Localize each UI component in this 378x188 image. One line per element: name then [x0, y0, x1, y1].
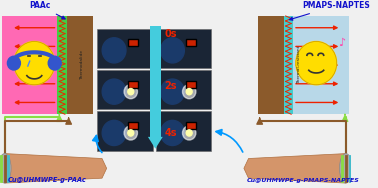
- Polygon shape: [148, 137, 163, 149]
- Polygon shape: [244, 154, 346, 183]
- Text: ♪: ♪: [338, 38, 345, 49]
- Circle shape: [102, 120, 126, 146]
- Polygon shape: [5, 154, 107, 183]
- FancyBboxPatch shape: [57, 16, 67, 114]
- Circle shape: [124, 126, 138, 140]
- Circle shape: [161, 79, 184, 104]
- FancyBboxPatch shape: [156, 111, 211, 151]
- FancyBboxPatch shape: [284, 16, 293, 114]
- Circle shape: [161, 38, 184, 63]
- Ellipse shape: [0, 154, 11, 183]
- FancyBboxPatch shape: [186, 39, 197, 46]
- FancyBboxPatch shape: [150, 26, 161, 137]
- FancyBboxPatch shape: [156, 70, 211, 109]
- FancyBboxPatch shape: [156, 29, 211, 68]
- FancyBboxPatch shape: [67, 16, 93, 114]
- Text: PAAc: PAAc: [30, 1, 65, 19]
- Circle shape: [128, 130, 134, 136]
- FancyBboxPatch shape: [258, 16, 284, 114]
- FancyBboxPatch shape: [2, 16, 93, 114]
- Text: Cu@UHMWPE-g-PAAc: Cu@UHMWPE-g-PAAc: [8, 177, 87, 183]
- Text: Thermal-resistant: Thermal-resistant: [297, 46, 301, 84]
- FancyBboxPatch shape: [128, 39, 138, 46]
- Circle shape: [48, 56, 61, 70]
- FancyBboxPatch shape: [98, 29, 153, 68]
- Circle shape: [186, 89, 192, 95]
- Circle shape: [183, 126, 196, 140]
- FancyBboxPatch shape: [186, 81, 197, 88]
- Circle shape: [124, 85, 138, 99]
- FancyBboxPatch shape: [98, 70, 153, 109]
- Circle shape: [102, 79, 126, 104]
- FancyBboxPatch shape: [128, 122, 138, 129]
- Circle shape: [128, 89, 134, 95]
- Circle shape: [102, 38, 126, 63]
- FancyBboxPatch shape: [258, 16, 349, 114]
- Text: Thermodalide: Thermodalide: [80, 50, 84, 80]
- Circle shape: [183, 85, 196, 99]
- Text: 4s: 4s: [164, 128, 177, 138]
- Circle shape: [14, 42, 55, 85]
- FancyBboxPatch shape: [186, 122, 197, 129]
- Circle shape: [8, 56, 20, 70]
- FancyBboxPatch shape: [98, 111, 153, 151]
- Text: PMAPS-NAPTES: PMAPS-NAPTES: [290, 1, 370, 20]
- Circle shape: [186, 130, 192, 136]
- Text: Cu@UHMWPE-g-PMAPS-NAPTES: Cu@UHMWPE-g-PMAPS-NAPTES: [247, 178, 359, 183]
- Text: 2s: 2s: [164, 81, 177, 91]
- Text: 0s: 0s: [164, 29, 177, 39]
- Circle shape: [296, 42, 337, 85]
- Circle shape: [161, 120, 184, 146]
- FancyBboxPatch shape: [128, 81, 138, 88]
- Ellipse shape: [339, 154, 352, 183]
